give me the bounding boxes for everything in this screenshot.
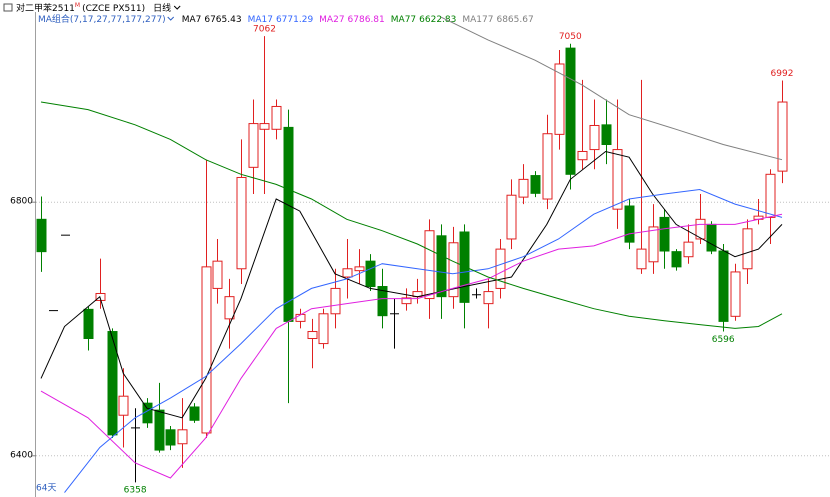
candle-body — [177, 429, 188, 445]
candle-body — [259, 123, 270, 130]
candle-body — [283, 126, 294, 322]
high-label: 7050 — [559, 32, 582, 42]
candle-body — [354, 266, 365, 272]
title: 对二甲苯2511 — [16, 2, 75, 14]
candle-body — [506, 194, 517, 240]
candle-body — [765, 173, 776, 218]
candle-body — [189, 406, 200, 421]
candle-body — [401, 297, 412, 305]
candle-body — [742, 228, 753, 270]
candle-body — [542, 133, 553, 200]
candle-body — [107, 331, 118, 436]
candle-body — [212, 260, 223, 289]
legend-value: 6622.83 — [419, 15, 456, 25]
candle-body — [495, 248, 506, 289]
candle-body — [201, 266, 212, 434]
y-tick-label: 6400 — [10, 450, 33, 460]
candle-body — [636, 248, 647, 270]
header: 对二甲苯2511M (CZCE PX511) 日线 — [16, 2, 171, 14]
candle-body — [36, 218, 47, 253]
candle-body — [248, 123, 259, 168]
candle-body — [730, 271, 741, 317]
ma-group[interactable]: MA组合(7,17,27,77,177,277) — [38, 13, 166, 25]
icon — [3, 3, 13, 12]
high-label: 7062 — [253, 25, 276, 35]
candle-body — [554, 63, 565, 135]
candle-body — [577, 150, 588, 161]
candle-body — [706, 223, 717, 252]
candle-body — [530, 175, 541, 194]
candle-body — [436, 235, 447, 298]
period[interactable]: 日线 — [153, 2, 171, 14]
high-label: 6992 — [771, 69, 794, 79]
candle-body — [718, 250, 729, 322]
candle-body — [83, 308, 94, 340]
ma-line — [40, 101, 783, 329]
legend-name: MA7 — [182, 15, 202, 25]
low-label: 6358 — [124, 486, 147, 496]
candle-body — [365, 260, 376, 288]
ma-line — [440, 16, 783, 161]
candle-body — [271, 105, 282, 130]
candle-body — [295, 313, 306, 322]
legend-name: MA177 — [462, 15, 493, 25]
candle-body — [648, 226, 659, 263]
candle-body — [165, 429, 176, 446]
candle-body — [589, 124, 600, 151]
range-label: 64天 — [36, 484, 56, 494]
candle-body — [695, 218, 706, 240]
low-label: 6596 — [712, 335, 735, 345]
ma-legend: MA组合(7,17,27,77,177,277) MA7 6765.43 MA17 67… — [38, 13, 534, 25]
legend-name: MA77 — [391, 15, 416, 25]
candle-body — [459, 231, 470, 303]
ma-line — [64, 188, 783, 493]
candle-body — [377, 286, 388, 317]
subtitle: (CZCE PX511) — [82, 4, 145, 14]
title-superscript: M — [75, 2, 80, 9]
y-tick-label: 6800 — [10, 197, 33, 207]
candle-body — [307, 331, 318, 340]
candle-body — [483, 291, 494, 305]
candle-body — [683, 241, 694, 258]
candle-body — [154, 409, 165, 451]
legend-value: 6865.67 — [496, 15, 533, 25]
candle-body — [612, 149, 623, 210]
legend-name: MA17 — [248, 15, 273, 25]
legend-name: MA27 — [319, 15, 344, 25]
candle-body — [565, 47, 576, 175]
ma-line — [40, 150, 783, 419]
candle-body — [318, 313, 329, 345]
dropdown-icon[interactable] — [173, 5, 181, 10]
candle-body — [601, 124, 612, 146]
candle-body — [236, 176, 247, 270]
ma-line — [40, 213, 783, 479]
candle-body — [777, 101, 788, 172]
candle-body — [671, 251, 682, 268]
candle-body — [518, 178, 529, 198]
candle-body — [224, 296, 235, 320]
legend-value: 6786.81 — [348, 15, 385, 25]
candle-body — [624, 205, 635, 243]
candle-body — [118, 395, 129, 416]
candle-body — [448, 242, 459, 298]
candle-body — [330, 287, 341, 315]
dropdown-icon[interactable] — [167, 16, 175, 21]
legend-value: 6771.29 — [276, 15, 313, 25]
candle-body — [659, 216, 670, 252]
legend-value: 6765.43 — [204, 15, 241, 25]
candle-body — [424, 230, 435, 300]
candle-body — [342, 268, 353, 278]
